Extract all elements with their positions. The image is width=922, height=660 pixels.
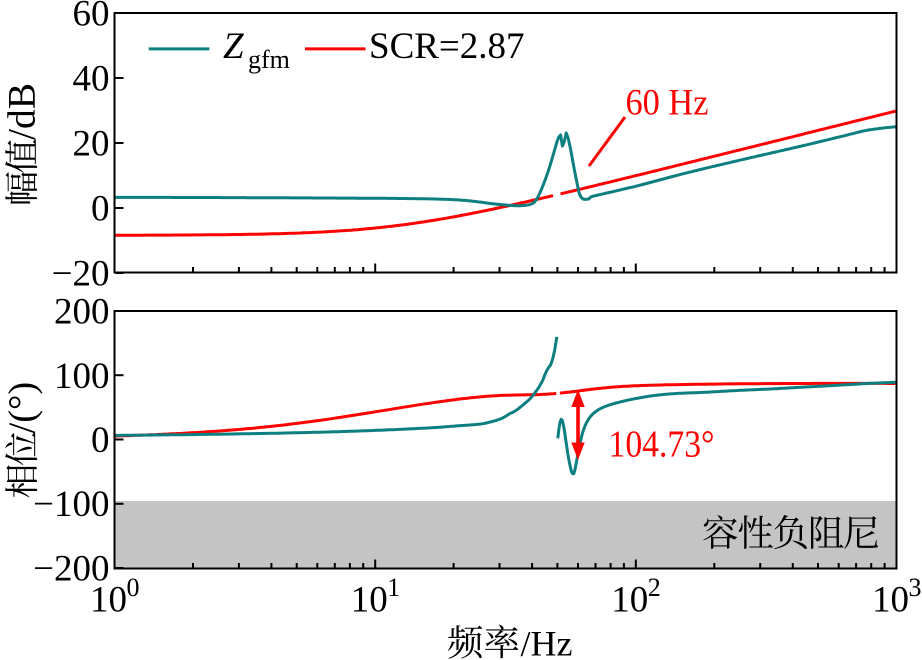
svg-text:1: 1 [387,573,400,602]
svg-text:−20: −20 [52,254,110,295]
svg-text:3: 3 [909,573,922,602]
svg-text:10: 10 [611,580,648,621]
svg-text:104.73°: 104.73° [609,424,715,466]
svg-text:60: 60 [73,0,110,35]
svg-text:60 Hz: 60 Hz [626,83,709,124]
svg-text:0: 0 [91,189,110,230]
svg-text:gfm: gfm [248,45,290,74]
svg-text:10: 10 [90,580,127,621]
svg-text:Z: Z [223,26,244,67]
svg-text:20: 20 [73,124,110,165]
svg-text:/(°): /(°) [2,382,44,434]
svg-text:200: 200 [54,292,110,333]
svg-text:/dB: /dB [0,83,44,140]
svg-text:40: 40 [73,59,110,100]
svg-text:0: 0 [127,573,140,602]
svg-text:0: 0 [91,420,110,461]
svg-text:−100: −100 [33,484,109,525]
svg-text:−200: −200 [33,549,109,590]
svg-text:/Hz: /Hz [521,624,573,660]
svg-text:2: 2 [648,573,661,602]
svg-text:10: 10 [351,580,388,621]
svg-text:100: 100 [54,356,110,397]
svg-text:10: 10 [872,580,909,621]
svg-text:SCR=2.87: SCR=2.87 [369,26,525,67]
